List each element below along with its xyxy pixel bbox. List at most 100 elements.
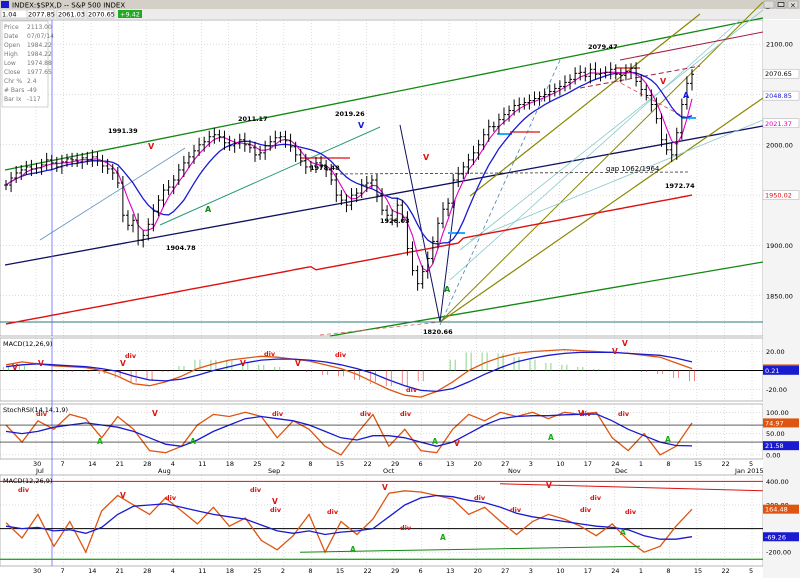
price-annotation: 2011.17 — [238, 115, 268, 123]
panel-annotation: V — [382, 483, 388, 492]
panel-annotation: V — [12, 363, 18, 372]
red-dashed-bottom — [319, 321, 441, 336]
price-tick-label: 1900.00 — [766, 242, 793, 250]
macd-panel-title: MACD(12,26,9) — [3, 340, 52, 348]
macd-panel — [0, 337, 764, 402]
price-tick-label: 2000.00 — [766, 141, 793, 149]
ma-slow-line — [5, 194, 693, 325]
x-tick-label-bottom: 29 — [391, 567, 399, 575]
ohlc-cell — [86, 9, 115, 19]
info-value: 2113.00 — [27, 24, 52, 31]
month-label: Nov — [508, 467, 521, 475]
x-tick-label: 20 — [474, 460, 482, 468]
info-value: 1984.22 — [27, 42, 52, 49]
ohlc-value: 2061.03 — [58, 11, 85, 19]
panel-annotation: div — [18, 486, 30, 494]
panel-annotation: V — [612, 347, 618, 356]
panel-annotation: div — [125, 352, 137, 360]
navy-down-line — [399, 124, 441, 323]
cyan-fan-3 — [469, 119, 764, 241]
x-tick-label-bottom: 5 — [749, 567, 753, 575]
x-tick-label-bottom: 10 — [556, 567, 564, 575]
info-label: Close — [4, 69, 21, 76]
close-button[interactable]: × — [787, 0, 799, 10]
change-value: +9.42 — [120, 11, 140, 19]
minimize-button[interactable]: _ — [763, 0, 775, 9]
panel-annotation: V — [454, 439, 460, 448]
price-annotation: 1904.78 — [166, 244, 196, 252]
price-tick-label: 2100.00 — [766, 41, 793, 49]
v-signal-mark: V — [358, 121, 365, 130]
a-signal-mark: A — [444, 285, 451, 294]
maximize-icon — [777, 2, 785, 7]
x-tick-label: 4 — [171, 460, 175, 468]
panel-annotation: A — [97, 437, 103, 446]
ohlc-value: 1.04 — [2, 11, 16, 19]
current-value-box — [763, 418, 799, 428]
x-tick-label: 6 — [419, 460, 423, 468]
panel-annotation: div — [400, 410, 412, 418]
x-tick-label-bottom: 30 — [33, 567, 41, 575]
panel-annotation: div — [165, 494, 177, 502]
ohlc-cell — [56, 9, 85, 19]
maroon-line — [619, 31, 764, 61]
x-tick-label: 1 — [639, 460, 643, 468]
x-tick-label: 25 — [253, 460, 261, 468]
ohlc-cell — [26, 9, 55, 19]
minimize-icon: _ — [765, 1, 770, 9]
panel-annotation: V — [295, 359, 301, 368]
x-tick-label: 15 — [336, 460, 344, 468]
info-label: Bar Ix — [4, 96, 22, 103]
current-value-box — [763, 365, 799, 375]
panel-annotation: div — [580, 410, 592, 418]
maximize-button[interactable] — [775, 0, 787, 9]
panel-annotation: div — [625, 508, 637, 516]
panel-annotation: A — [620, 528, 626, 537]
panel-tick-label: -200.00 — [766, 549, 791, 557]
panel-annotation: A — [440, 533, 446, 542]
panel-annotation: V — [272, 497, 278, 506]
panel-annotation: A — [665, 435, 671, 444]
panel-annotation: div — [474, 494, 486, 502]
month-label: Dec — [615, 467, 628, 475]
toolbar — [0, 9, 800, 19]
x-tick-label: 22 — [721, 460, 729, 468]
price-annotation: 1978.48 — [310, 164, 340, 172]
x-tick-label: 24 — [611, 460, 619, 468]
macd2-red-trendline — [499, 483, 764, 492]
olive-channel-upper — [469, 13, 701, 197]
price-annotation: 1820.66 — [423, 328, 453, 336]
teal-line — [159, 126, 381, 226]
x-tick-label: 8 — [308, 460, 312, 468]
x-tick-label-bottom: 18 — [226, 567, 234, 575]
macd2-panel-title: MACD(12,26,9) — [3, 477, 52, 485]
olive-channel-lower — [439, 97, 764, 323]
app-icon — [1, 1, 9, 8]
price-marker-box — [762, 190, 800, 200]
x-tick-label: 21 — [116, 460, 124, 468]
olive-channel-mid — [439, 1, 764, 323]
x-tick-label-bottom: 17 — [584, 567, 592, 575]
panel-annotation: A — [350, 545, 356, 554]
x-tick-label-bottom: 4 — [171, 567, 175, 575]
price-annotation: 1926.03 — [380, 217, 410, 225]
panel-annotation: div — [400, 524, 412, 532]
current-value-box — [763, 532, 799, 542]
x-tick-label: 3 — [529, 460, 533, 468]
x-tick-label-bottom: 21 — [116, 567, 124, 575]
macd2-green-trendline — [299, 545, 641, 553]
x-tick-label-bottom: 8 — [666, 567, 670, 575]
price-marker-box — [762, 68, 800, 79]
stochrsi-series: div div div div div div A A A A A V V V — [0, 409, 763, 456]
panel-annotation: div — [335, 351, 347, 359]
info-box: Price 2113.00 Date 07/07/14 Open 1984.22 High 1… — [1, 20, 54, 108]
x-tick-label-bottom: 15 — [694, 567, 702, 575]
x-tick-label: 2 — [281, 460, 285, 468]
v-signal-mark: V — [423, 153, 430, 162]
panel-annotation: A — [548, 433, 554, 442]
change-cell — [118, 10, 142, 18]
x-tick-label-bottom: 27 — [501, 567, 509, 575]
